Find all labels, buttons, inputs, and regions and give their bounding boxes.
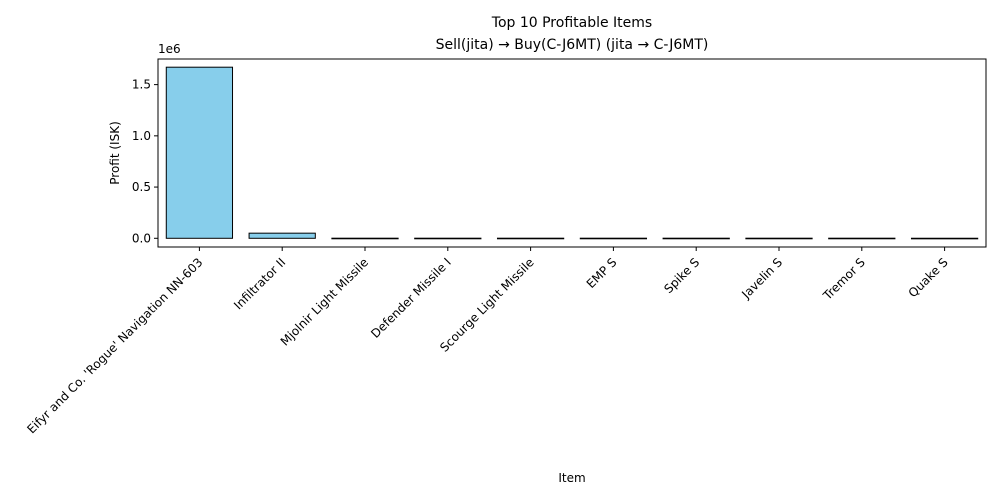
x-tick-label: Defender Missile I (368, 255, 454, 341)
x-tick-label: Javelin S (738, 255, 785, 302)
bars-group (165, 66, 979, 240)
bar (331, 237, 399, 240)
bar (579, 237, 648, 240)
x-tick-label: Tremor S (820, 255, 868, 303)
x-tick-label: EMP S (584, 255, 620, 291)
bar (662, 237, 730, 240)
bar (248, 232, 316, 239)
x-tick-label: Infiltrator II (231, 255, 288, 312)
bar (745, 237, 813, 240)
y-axis: 0.0 0.5 1.0 1.5 (132, 78, 158, 245)
y-axis-label: Profit (ISK) (108, 121, 122, 185)
x-tick-label: Quake S (906, 255, 951, 300)
x-tick-label: Spike S (661, 255, 702, 296)
x-tick-label: Scourge Light Missile (437, 255, 536, 354)
bar (414, 237, 482, 240)
chart-title: Top 10 Profitable Items (491, 15, 652, 31)
bar (165, 66, 234, 239)
y-tick-label: 0.5 (132, 180, 151, 194)
bar (910, 237, 979, 240)
x-axis: Eifyr and Co. 'Rogue' Navigation NN-603 I… (24, 247, 951, 436)
plot-frame (157, 58, 987, 248)
bar (828, 237, 896, 240)
x-axis-label: Item (558, 471, 585, 485)
y-offset-label: 1e6 (158, 42, 181, 56)
x-tick-label: Eifyr and Co. 'Rogue' Navigation NN-603 (24, 255, 205, 436)
y-tick-label: 1.5 (132, 78, 151, 92)
y-tick-label: 1.0 (132, 129, 151, 143)
bar (496, 237, 565, 240)
y-tick-label: 0.0 (132, 231, 151, 245)
chart-subtitle: Sell(jita) → Buy(C-J6MT) (jita → C-J6MT) (436, 37, 709, 53)
x-tick-label: Mjolnir Light Missile (278, 255, 371, 348)
